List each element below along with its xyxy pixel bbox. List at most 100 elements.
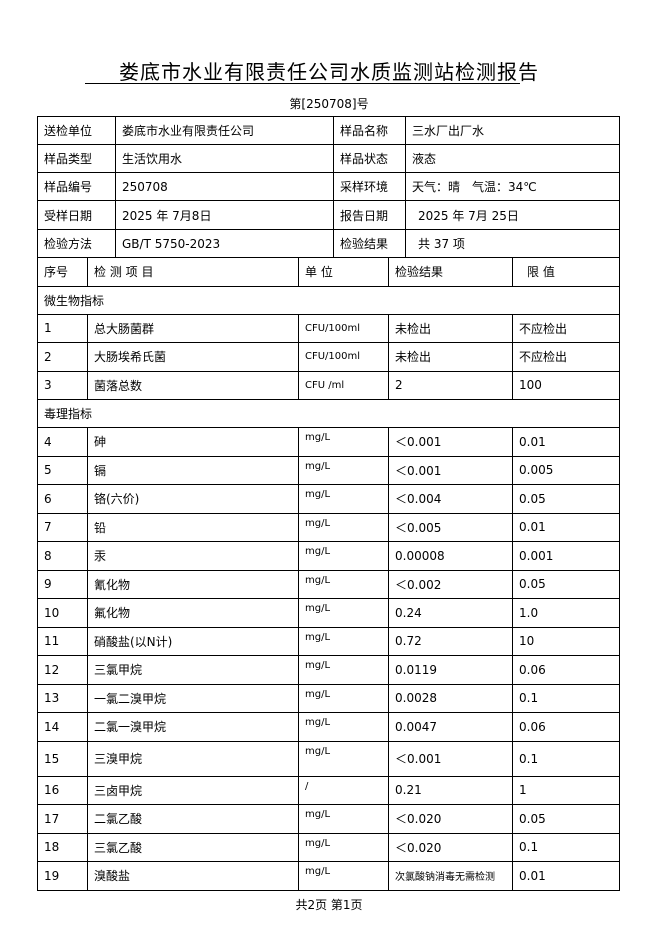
result-row: 4 砷 mg/L ＜0.001 0.01: [37, 427, 620, 457]
result-row: 14 二氯一溴甲烷 mg/L 0.0047 0.06: [37, 712, 620, 742]
item-result: ＜0.002: [388, 569, 513, 599]
section-row: 毒理指标: [37, 399, 620, 428]
title-rule: [85, 83, 520, 84]
result-row: 10 氟化物 mg/L 0.24 1.0: [37, 598, 620, 628]
item-name: 大肠埃希氏菌: [87, 342, 299, 372]
item-name: 菌落总数: [87, 370, 299, 400]
item-result: 未检出: [388, 313, 513, 343]
item-limit: 0.1: [512, 683, 620, 713]
item-result: 0.00008: [388, 541, 513, 571]
item-unit: mg/L: [298, 512, 389, 542]
info-value: 共 37 项: [405, 229, 620, 258]
info-value: 生活饮用水: [115, 144, 334, 173]
item-number: 6: [37, 484, 88, 514]
item-unit: mg/L: [298, 683, 389, 713]
info-row: 检验方法 GB/T 5750-2023 检验结果共 37 项: [37, 229, 620, 258]
section-title: 毒理指标: [37, 399, 620, 428]
item-unit: mg/L: [298, 832, 389, 862]
item-limit: 1: [512, 775, 620, 805]
item-result: 未检出: [388, 342, 513, 372]
column-header: 限 值: [512, 257, 620, 287]
item-result: 0.0028: [388, 683, 513, 713]
item-number: 2: [37, 342, 88, 372]
info-row: 样品类型 生活饮用水 样品状态 液态: [37, 144, 620, 173]
item-number: 15: [37, 740, 88, 777]
result-row: 6 铬(六价) mg/L ＜0.004 0.05: [37, 484, 620, 514]
page-footer: 共2页 第1页: [295, 898, 363, 912]
info-row: 送检单位 娄底市水业有限责任公司 样品名称 三水厂出厂水: [37, 116, 620, 145]
result-row: 12 三氯甲烷 mg/L 0.0119 0.06: [37, 655, 620, 685]
info-row: 受样日期 2025 年 7月8日 报告日期 2025 年 7月 25日: [37, 200, 620, 230]
item-name: 三氯乙酸: [87, 832, 299, 862]
info-row: 样品编号 250708 采样环境 天气：晴 气温：34℃: [37, 172, 620, 201]
item-number: 4: [37, 427, 88, 457]
item-number: 18: [37, 832, 88, 862]
item-name: 汞: [87, 541, 299, 571]
report-title: 娄底市水业有限责任公司水质监测站检测报告: [119, 60, 539, 84]
item-limit: 1.0: [512, 598, 620, 628]
info-label: 样品类型: [37, 144, 116, 173]
item-name: 砷: [87, 427, 299, 457]
item-number: 7: [37, 512, 88, 542]
item-name: 镉: [87, 455, 299, 485]
item-unit: mg/L: [298, 484, 389, 514]
result-row: 5 镉 mg/L ＜0.001 0.005: [37, 455, 620, 485]
item-limit: 0.01: [512, 427, 620, 457]
item-number: 19: [37, 861, 88, 891]
item-name: 铅: [87, 512, 299, 542]
info-label: 样品状态: [333, 144, 406, 173]
item-name: 溴酸盐: [87, 861, 299, 891]
item-limit: 0.05: [512, 569, 620, 599]
item-name: 二氯乙酸: [87, 804, 299, 834]
item-result: ＜0.001: [388, 455, 513, 485]
info-value: 250708: [115, 172, 334, 201]
item-result: ＜0.020: [388, 804, 513, 834]
info-value: 天气：晴 气温：34℃: [405, 172, 620, 201]
item-unit: mg/L: [298, 427, 389, 457]
result-row: 1 总大肠菌群 CFU/100ml 未检出 不应检出: [37, 313, 620, 343]
item-result: ＜0.004: [388, 484, 513, 514]
info-value: 三水厂出厂水: [405, 116, 620, 145]
item-limit: 10: [512, 626, 620, 656]
item-number: 11: [37, 626, 88, 656]
info-label: 样品名称: [333, 116, 406, 145]
item-unit: CFU /ml: [298, 370, 389, 400]
item-limit: 0.1: [512, 740, 620, 777]
section-title: 微生物指标: [37, 285, 620, 315]
result-row: 7 铅 mg/L ＜0.005 0.01: [37, 512, 620, 542]
item-number: 12: [37, 655, 88, 685]
item-number: 14: [37, 712, 88, 742]
item-unit: mg/L: [298, 861, 389, 891]
item-name: 三氯甲烷: [87, 655, 299, 685]
result-row: 2 大肠埃希氏菌 CFU/100ml 未检出 不应检出: [37, 342, 620, 372]
results-table: 序号检 测 项 目单 位检验结果限 值微生物指标 1 总大肠菌群 CFU/100ml 未…: [37, 257, 620, 891]
item-result: ＜0.001: [388, 427, 513, 457]
item-limit: 100: [512, 370, 620, 400]
item-unit: mg/L: [298, 569, 389, 599]
item-name: 氟化物: [87, 598, 299, 628]
item-unit: mg/L: [298, 455, 389, 485]
column-header: 序号: [37, 257, 88, 287]
info-table: 送检单位 娄底市水业有限责任公司 样品名称 三水厂出厂水 样品类型 生活饮用水 样品状态 液态…: [37, 116, 620, 258]
info-value: 液态: [405, 144, 620, 173]
report-number: 第[250708]号: [289, 97, 369, 111]
item-name: 三溴甲烷: [87, 740, 299, 777]
item-name: 铬(六价): [87, 484, 299, 514]
info-label: 检验结果: [333, 229, 406, 258]
result-row: 17 二氯乙酸 mg/L ＜0.020 0.05: [37, 804, 620, 834]
result-row: 13 一氯二溴甲烷 mg/L 0.0028 0.1: [37, 683, 620, 713]
item-unit: mg/L: [298, 655, 389, 685]
item-number: 17: [37, 804, 88, 834]
result-row: 11 硝酸盐(以N计) mg/L 0.72 10: [37, 626, 620, 656]
item-result: 0.72: [388, 626, 513, 656]
item-name: 二氯一溴甲烷: [87, 712, 299, 742]
item-result: 2: [388, 370, 513, 400]
info-value: 娄底市水业有限责任公司: [115, 116, 334, 145]
item-number: 1: [37, 313, 88, 343]
item-result: 0.21: [388, 775, 513, 805]
result-row: 8 汞 mg/L 0.00008 0.001: [37, 541, 620, 571]
info-label: 样品编号: [37, 172, 116, 201]
item-name: 氰化物: [87, 569, 299, 599]
info-label: 送检单位: [37, 116, 116, 145]
